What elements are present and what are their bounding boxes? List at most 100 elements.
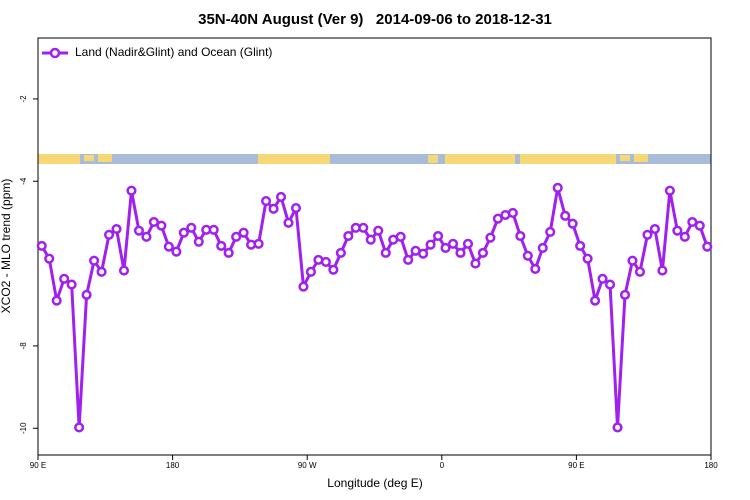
data-point (66, 279, 77, 290)
data-point (328, 264, 339, 275)
data-point (492, 213, 503, 224)
data-point (268, 203, 279, 214)
data-point (74, 422, 85, 433)
data-point (223, 247, 234, 258)
data-point (447, 238, 459, 249)
data-point (59, 273, 70, 284)
data-point (477, 247, 488, 258)
data-point (537, 242, 548, 253)
data-point (642, 229, 653, 240)
data-point (485, 232, 496, 243)
data-point (231, 231, 242, 242)
x-tick-label: 90 W (298, 461, 317, 470)
data-point (627, 255, 638, 266)
data-point (507, 207, 518, 219)
data-point (298, 281, 309, 292)
map-band (38, 154, 711, 164)
data-point (335, 247, 346, 258)
data-point (126, 185, 137, 196)
data-point (81, 289, 92, 300)
data-point (51, 295, 62, 306)
y-tick-label: -10 (19, 422, 28, 434)
data-point (590, 295, 601, 306)
data-point (575, 240, 586, 251)
data-point (597, 273, 608, 284)
data-point (619, 289, 631, 300)
legend-marker (49, 47, 61, 59)
data-point (36, 240, 47, 251)
data-point (290, 202, 302, 214)
data-point (425, 239, 436, 250)
data-point (440, 242, 451, 253)
data-point (163, 241, 174, 252)
data-point (605, 279, 616, 290)
data-point (238, 227, 249, 238)
chart-title: 35N-40N August (Ver 9) 2014-09-06 to 201… (198, 11, 552, 28)
x-tick-label: 0 (440, 461, 445, 470)
y-axis-label: XCO2 - MLO trend (ppm) (0, 179, 13, 314)
data-point (560, 210, 571, 221)
data-point (343, 230, 354, 242)
data-point (530, 263, 541, 274)
data-point (305, 266, 316, 277)
data-point (545, 226, 556, 237)
data-point (96, 266, 107, 277)
legend-label: Land (Nadir&Glint) and Ocean (Glint) (75, 45, 272, 59)
data-point (433, 230, 444, 242)
data-point (133, 225, 144, 236)
data-point (462, 238, 474, 249)
data-point (111, 223, 122, 235)
data-point (403, 254, 414, 265)
data-point (657, 265, 668, 276)
data-point (118, 265, 130, 276)
data-point (522, 250, 533, 261)
data-point (470, 258, 481, 269)
data-point (186, 222, 197, 233)
x-tick-label: 180 (704, 461, 718, 470)
data-point (694, 220, 705, 231)
x-tick-label: 90 E (568, 461, 584, 470)
data-point (156, 220, 167, 231)
x-tick-label: 180 (166, 461, 180, 470)
series-line (40, 186, 709, 429)
x-tick-label: 90 E (30, 461, 46, 470)
data-point (515, 230, 526, 242)
data-point (567, 218, 578, 229)
y-tick-label: -2 (19, 95, 28, 103)
x-axis-label: Longitude (deg E) (327, 476, 422, 490)
y-tick-label: -8 (19, 342, 28, 350)
data-point (103, 229, 115, 240)
data-point (261, 195, 272, 207)
data-point (216, 240, 227, 251)
plot-frame (37, 37, 712, 456)
data-point (649, 223, 660, 235)
data-point (679, 231, 690, 242)
data-point (455, 247, 466, 258)
data-point (178, 227, 189, 238)
data-point (141, 231, 152, 242)
data-point (552, 182, 563, 193)
data-point (208, 224, 219, 235)
data-point (148, 216, 159, 228)
data-point (358, 222, 369, 233)
legend: Land (Nadir&Glint) and Ocean (Glint) (42, 45, 272, 59)
data-point (687, 216, 698, 228)
data-point (365, 234, 376, 245)
y-tick-label: -4 (19, 177, 28, 185)
data-point (44, 253, 55, 264)
data-point (275, 191, 287, 202)
data-point (380, 247, 391, 258)
data-point (612, 422, 623, 433)
data-point (193, 236, 204, 247)
data-point (373, 225, 384, 236)
data-point (582, 253, 593, 264)
data-point (664, 185, 675, 196)
data-point (672, 225, 683, 236)
data-point (395, 231, 406, 242)
data-point (634, 266, 646, 277)
data-point (418, 248, 429, 259)
data-point (253, 238, 264, 249)
data-point (320, 256, 331, 267)
data-point (171, 246, 182, 257)
